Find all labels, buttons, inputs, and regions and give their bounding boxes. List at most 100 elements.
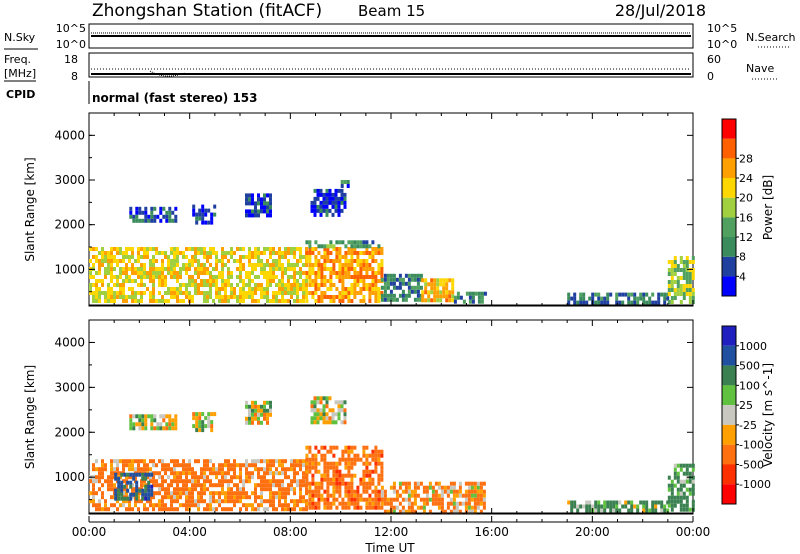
data-cell	[579, 504, 583, 509]
data-cell	[149, 271, 152, 275]
data-cell	[344, 295, 348, 299]
data-cell	[218, 471, 221, 476]
data-cell	[642, 300, 646, 305]
data-cell	[326, 279, 330, 283]
data-cell	[191, 495, 194, 500]
data-cell	[436, 298, 440, 303]
data-cell	[197, 259, 200, 263]
data-cell	[467, 505, 471, 510]
data-cell	[110, 271, 113, 275]
data-cell	[670, 503, 674, 508]
data-cell	[281, 503, 284, 508]
data-cell	[203, 283, 206, 287]
data-cell	[95, 279, 98, 283]
data-cell	[691, 256, 695, 260]
data-cell	[368, 485, 372, 490]
data-cell	[459, 295, 463, 300]
data-cell	[269, 491, 272, 496]
colorbar-segment	[722, 424, 736, 445]
data-cell	[365, 469, 369, 474]
data-cell	[257, 483, 260, 488]
data-cell	[242, 287, 245, 291]
data-cell	[218, 479, 221, 484]
data-region	[129, 206, 178, 223]
data-cell	[198, 212, 202, 217]
data-cell	[365, 287, 369, 291]
data-cell	[479, 485, 483, 490]
data-cell	[269, 471, 272, 476]
data-cell	[239, 471, 242, 476]
data-cell	[230, 463, 233, 468]
data-cell	[168, 422, 172, 427]
data-cell	[155, 275, 158, 279]
data-cell	[132, 472, 136, 477]
data-cell	[98, 471, 101, 476]
data-cell	[305, 255, 309, 259]
data-cell	[176, 275, 179, 279]
data-region	[667, 256, 695, 304]
data-cell	[343, 400, 347, 405]
data-cell	[245, 503, 248, 508]
data-cell	[224, 287, 227, 291]
data-cell	[164, 487, 167, 492]
data-cell	[197, 283, 200, 287]
data-cell	[254, 507, 257, 512]
data-cell	[627, 300, 631, 305]
data-cell	[161, 259, 164, 263]
data-cell	[308, 505, 312, 510]
data-cell	[89, 291, 92, 295]
data-cell	[116, 295, 119, 299]
data-cell	[319, 396, 323, 401]
data-cell	[176, 255, 179, 259]
data-cell	[380, 493, 384, 498]
data-cell	[377, 461, 381, 466]
data-cell	[194, 279, 197, 283]
data-cell	[260, 271, 263, 275]
data-cell	[185, 503, 188, 508]
data-cell	[673, 296, 677, 300]
data-cell	[101, 471, 104, 476]
data-cell	[322, 412, 326, 417]
data-cell	[212, 471, 215, 476]
data-cell	[316, 420, 320, 425]
data-cell	[380, 453, 384, 458]
data-cell	[233, 475, 236, 480]
data-cell	[159, 218, 163, 223]
data-cell	[594, 504, 598, 509]
data-cell	[263, 275, 266, 279]
data-cell	[257, 475, 260, 480]
data-cell	[179, 299, 182, 303]
data-cell	[248, 263, 251, 267]
data-cell	[328, 396, 332, 401]
data-cell	[227, 299, 230, 303]
data-cell	[107, 507, 110, 512]
data-cell	[691, 463, 695, 468]
data-cell	[323, 505, 327, 510]
data-cell	[230, 487, 233, 492]
data-cell	[322, 204, 326, 209]
data-cell	[134, 291, 137, 295]
data-cell	[236, 487, 239, 492]
data-cell	[389, 289, 393, 294]
data-cell	[359, 259, 363, 263]
data-cell	[257, 420, 260, 425]
data-cell	[122, 491, 125, 496]
data-cell	[338, 295, 342, 299]
colorbar-tick-label: -25	[739, 419, 757, 432]
data-cell	[233, 495, 236, 500]
data-cell	[171, 426, 175, 431]
data-cell	[648, 300, 652, 305]
data-cell	[682, 483, 686, 488]
data-cell	[165, 218, 169, 223]
data-cell	[667, 495, 671, 500]
data-cell	[585, 500, 589, 505]
data-cell	[251, 507, 254, 512]
data-cell	[143, 267, 146, 271]
data-cell	[293, 283, 296, 287]
data-cell	[347, 465, 351, 470]
data-cell	[305, 251, 309, 255]
data-cell	[636, 300, 640, 305]
data-cell	[242, 291, 245, 295]
data-cell	[287, 279, 290, 283]
data-cell	[305, 481, 309, 486]
